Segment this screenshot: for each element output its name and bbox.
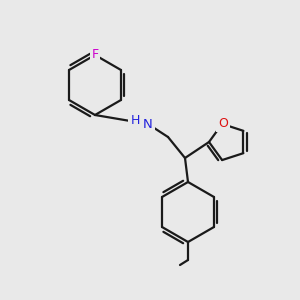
Text: H: H (130, 115, 140, 128)
Text: O: O (218, 117, 228, 130)
Text: N: N (143, 118, 153, 130)
Text: F: F (92, 47, 99, 61)
